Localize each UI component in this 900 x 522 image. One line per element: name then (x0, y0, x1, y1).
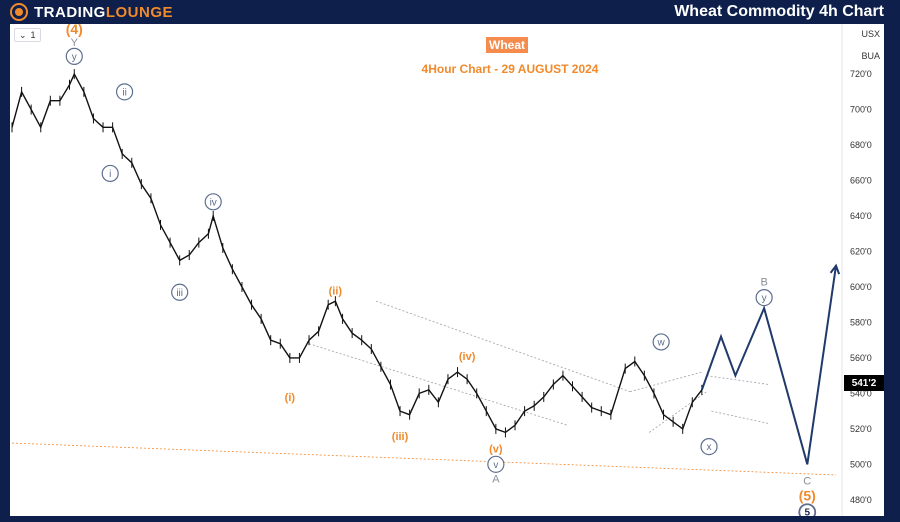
wave-label-text: C (803, 475, 811, 487)
wave-circle (65, 47, 83, 65)
wave-circle (487, 455, 505, 473)
wave-label: (v) (489, 443, 503, 455)
chart-subtitle: 4Hour Chart - 29 AUGUST 2024 (421, 62, 599, 76)
wave-label: x (700, 437, 718, 456)
y-tick-label: 480'0 (850, 495, 872, 505)
wave-label: y (65, 47, 83, 65)
wave-label-text: w (657, 337, 666, 348)
currency-label[interactable]: USX (861, 29, 880, 39)
wave-label: Y (71, 37, 79, 49)
wave-label: A (492, 474, 500, 486)
wave-circle (171, 283, 189, 301)
header-bar: TRADINGLOUNGE Wheat Commodity 4h Chart (0, 0, 900, 24)
wave-label-text: (ii) (329, 286, 343, 298)
wave-label: (ii) (329, 286, 343, 298)
wave-label-text: 5 (804, 508, 810, 516)
chevron-down-icon: ⌄ (19, 29, 27, 40)
wave-circle (101, 164, 119, 183)
wave-circle (700, 437, 718, 456)
wave-label: B (760, 277, 767, 289)
wave-label: iii (171, 283, 189, 301)
wave-label: iv (204, 193, 222, 211)
brand-name-part1: TRADING (34, 3, 106, 21)
symbol-badge: Wheat (486, 37, 528, 53)
wave-label-text: B (760, 277, 767, 289)
wave-label: ii (115, 83, 134, 101)
wave-label: 5 (798, 503, 817, 516)
wave-label: (iv) (459, 351, 476, 363)
wave-label: y (755, 289, 773, 307)
y-tick-label: 600'0 (850, 282, 872, 292)
wave-label-text: x (707, 442, 712, 453)
logo-icon (10, 3, 28, 21)
trendline-2 (375, 300, 631, 392)
wave-label-text: (v) (489, 443, 503, 455)
brand-name: TRADINGLOUNGE (34, 4, 173, 21)
wave-label-text: Y (71, 37, 79, 49)
wave-circle (204, 193, 222, 211)
page-title: Wheat Commodity 4h Chart (674, 3, 884, 20)
wave-label: (5) (799, 487, 816, 503)
wave-circle (652, 333, 670, 351)
wave-label-text: A (492, 474, 500, 486)
projection-layer (700, 263, 841, 465)
price-chart[interactable]: 720'0 700'0 680'0 660'0 640'0 620'0 600'0 580'0… (10, 24, 884, 516)
wave-label: (4) (66, 24, 83, 37)
unit-label[interactable]: BUA (861, 51, 880, 61)
wave-label-text: v (493, 460, 498, 471)
wave-label: w (652, 333, 670, 351)
y-tick-label: 620'0 (850, 246, 872, 256)
trendline-layer (308, 300, 770, 433)
y-tick-label: 720'0 (850, 69, 872, 79)
trendline-1 (308, 343, 568, 426)
trendline-6 (711, 410, 770, 424)
wave-label: (i) (285, 392, 296, 404)
support-line (11, 442, 837, 476)
support-line-layer (11, 442, 837, 476)
y-tick-label: 640'0 (850, 211, 872, 221)
wave-label: i (101, 164, 119, 183)
trendline-5 (706, 375, 769, 385)
wave-label-text: iv (210, 197, 217, 208)
wave-label-text: y (72, 52, 77, 63)
wave-label-text: (4) (66, 24, 83, 37)
trendline-3 (629, 371, 702, 392)
wave-label-text: iii (176, 288, 183, 299)
wave-circle (755, 289, 773, 307)
last-price-badge: 541'2 (844, 375, 884, 391)
brand: TRADINGLOUNGE (10, 2, 173, 22)
wave-label-text: y (762, 293, 767, 304)
wave-label: (iii) (392, 431, 409, 443)
wave-label-text: (5) (799, 487, 816, 503)
y-tick-label: 500'0 (850, 459, 872, 469)
wave-label-text: (iii) (392, 431, 409, 443)
interval-value: 1 (30, 30, 36, 40)
wave-circle (798, 503, 817, 516)
projection-arrowhead-icon (829, 263, 841, 275)
wave-label-text: (i) (285, 392, 296, 404)
y-tick-label: 520'0 (850, 424, 872, 434)
y-tick-label: 700'0 (850, 105, 872, 115)
wave-label-text: ii (122, 87, 126, 98)
wave-label-text: (iv) (459, 351, 476, 363)
y-tick-label: 680'0 (850, 140, 872, 150)
interval-select[interactable]: ⌄ 1 (14, 28, 41, 42)
y-tick-label: 540'0 (850, 388, 872, 398)
price-axis[interactable]: 720'0 700'0 680'0 660'0 640'0 620'0 600'0 580'0… (841, 24, 872, 516)
price-line-layer (11, 69, 703, 438)
chart-area[interactable]: 720'0 700'0 680'0 660'0 640'0 620'0 600'0 580'0… (10, 24, 884, 516)
wave-label-layer: (4)Yyiiiiviii(i)(ii)(iii)(iv)(v)vAwxByC(… (65, 24, 817, 516)
price-series-line (11, 72, 703, 434)
trendline-4 (648, 391, 707, 433)
y-tick-label: 580'0 (850, 317, 872, 327)
wave-label-text: i (109, 169, 111, 180)
projection-path (700, 265, 837, 465)
y-tick-label: 560'0 (850, 353, 872, 363)
wave-label: C (803, 475, 811, 487)
wave-label: v (487, 455, 505, 473)
y-tick-label: 660'0 (850, 176, 872, 186)
brand-name-part2: LOUNGE (105, 3, 173, 21)
wave-circle (115, 83, 134, 101)
